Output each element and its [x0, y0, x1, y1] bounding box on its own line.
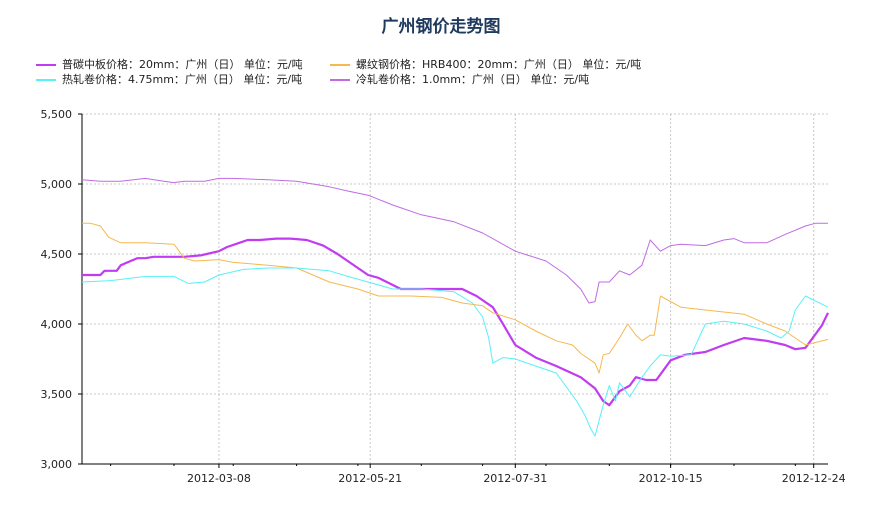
legend-entry-1: 螺纹钢价格：HRB400：20mm：广州（日） 单位：元/吨	[330, 56, 641, 72]
x-tick-label: 2012-12-24	[782, 472, 846, 485]
chart-title: 广州钢价走势图	[381, 17, 501, 37]
legend-label: 冷轧卷价格：1.0mm：广州（日） 单位：元/吨	[356, 73, 590, 86]
legend-entry-0: 普碳中板价格：20mm：广州（日） 单位：元/吨	[36, 56, 303, 72]
x-tick-label: 2012-05-21	[338, 472, 402, 485]
y-tick-label: 4,500	[41, 248, 73, 261]
legend-swatch	[330, 64, 350, 66]
x-tick-label: 2012-03-08	[187, 472, 251, 485]
y-tick-label: 4,000	[41, 318, 73, 331]
x-tick-label: 2012-07-31	[483, 472, 547, 485]
legend-entry-2: 热轧卷价格：4.75mm：广州（日） 单位：元/吨	[36, 71, 302, 87]
series-line-2	[81, 267, 829, 437]
legend-label: 螺纹钢价格：HRB400：20mm：广州（日） 单位：元/吨	[356, 58, 642, 71]
y-tick-label: 3,500	[41, 388, 73, 401]
series-line-3	[81, 177, 828, 304]
x-tick-label: 2012-10-15	[639, 472, 703, 485]
series-line-0	[82, 237, 829, 407]
legend-swatch	[330, 79, 350, 81]
legend-label: 热轧卷价格：4.75mm：广州（日） 单位：元/吨	[62, 73, 303, 86]
legend-label: 普碳中板价格：20mm：广州（日） 单位：元/吨	[62, 58, 303, 71]
legend-swatch	[36, 64, 56, 66]
y-tick-label: 3,000	[41, 458, 73, 471]
series-line-1	[82, 222, 829, 374]
legend-swatch	[36, 79, 56, 81]
legend-entry-3: 冷轧卷价格：1.0mm：广州（日） 单位：元/吨	[330, 71, 589, 87]
y-tick-label: 5,000	[41, 178, 73, 191]
y-tick-label: 5,500	[41, 108, 73, 121]
